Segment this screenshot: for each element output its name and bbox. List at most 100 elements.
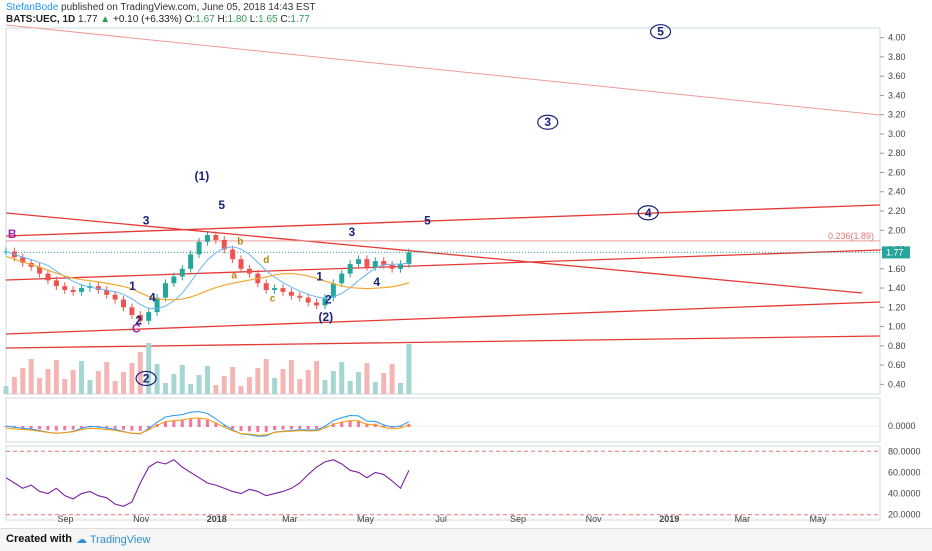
volume-bar (280, 369, 286, 394)
wave-label: 1 (316, 269, 323, 283)
macd-histogram-bar (197, 418, 201, 427)
cloud-icon: ☁ (76, 534, 87, 546)
candle-body (314, 302, 320, 306)
price-tick-label: 2.80 (888, 148, 906, 158)
candle-body (339, 273, 345, 284)
macd-histogram-bar (390, 426, 394, 428)
candle-body (280, 288, 286, 292)
macd-histogram-bar (382, 425, 386, 427)
up-arrow-icon: ▲ (100, 14, 111, 25)
volume-bar (230, 367, 236, 394)
price-tick-label: 2.40 (888, 187, 906, 197)
volume-bar (204, 366, 210, 394)
macd-histogram-bar (222, 425, 226, 427)
volume-bar (70, 370, 76, 394)
wave-label: 3 (143, 213, 150, 227)
macd-histogram-bar (130, 426, 134, 431)
x-tick-label: Mar (282, 514, 298, 524)
circled-wave-label: 2 (143, 371, 150, 385)
close-label: C: (280, 14, 291, 25)
rsi-tick-label: 40.0000 (888, 489, 921, 499)
volume-bar (121, 372, 127, 394)
wave-label: 5 (424, 213, 431, 227)
candle-body (372, 261, 378, 267)
brand-name: TradingView (89, 534, 151, 546)
circled-wave-label: 4 (645, 206, 652, 220)
candle-body (188, 254, 194, 269)
x-tick-label: Nov (133, 514, 150, 524)
wave-circle (649, 24, 672, 40)
macd-histogram-bar (247, 426, 251, 432)
volume-bar (62, 379, 68, 394)
volume-bar (162, 383, 168, 394)
low-label: L: (249, 14, 259, 25)
volume-bar (28, 359, 34, 394)
macd-histogram-bar (306, 426, 310, 430)
volume-bar (305, 370, 311, 394)
publish-info: published on TradingView.com, June 05, 2… (61, 2, 316, 13)
volume-bar (146, 343, 152, 394)
candle-body (272, 288, 278, 290)
candle-body (263, 283, 269, 290)
volume-bar (347, 381, 353, 394)
wave-circle (537, 114, 559, 130)
x-tick-label: 2018 (207, 514, 227, 524)
volume-bar (112, 381, 118, 394)
macd-histogram-bar (298, 426, 302, 429)
candle-body (79, 288, 85, 292)
price-tick-label: 3.60 (888, 71, 906, 81)
macd-histogram-bar (214, 422, 218, 427)
volume-bar (272, 378, 278, 394)
macd-histogram-bar (331, 423, 335, 427)
volume-bar (196, 375, 202, 394)
volume-bar (406, 344, 412, 394)
macd-histogram-bar (315, 426, 319, 429)
open-label: O: (184, 14, 196, 25)
volume-bar (11, 377, 17, 394)
fib-level-label: 0.236(1.89) (828, 231, 874, 241)
candle-body (129, 307, 135, 316)
x-tick-label: Sep (510, 514, 526, 524)
volume-bar (53, 360, 59, 394)
wave-label: d (263, 255, 269, 266)
chart-canvas[interactable]: 4.00 3.80 3.60 3.40 3.20 3.00 2.80 2.60 2.40 2.20… (0, 0, 932, 528)
macd-histogram-bar (122, 426, 126, 430)
candle-body (406, 252, 412, 264)
wave-label: 4 (149, 291, 156, 305)
tradingview-logo[interactable]: ☁ TradingView (76, 533, 150, 546)
volume-bar (255, 368, 261, 394)
volume-bar (288, 360, 294, 394)
candle-body (204, 235, 210, 242)
price-tick-label: 0.40 (888, 379, 906, 389)
macd-histogram-bar (273, 426, 277, 431)
publish-line: StefanBode published on TradingView.com,… (6, 2, 315, 14)
macd-histogram-bar (54, 426, 58, 431)
macd-tick-label: 0.0000 (888, 421, 916, 431)
low-value: 1.65 (258, 14, 278, 25)
rsi-line (5, 459, 410, 507)
candle-body (356, 259, 362, 264)
volume-bar (372, 382, 378, 394)
author-link[interactable]: StefanBode (6, 2, 59, 13)
candle-body (238, 259, 244, 269)
volume-bar (364, 363, 370, 394)
change-value: +0.10 (+6.33%) (112, 14, 182, 25)
candle-body (154, 297, 160, 313)
candle-body (146, 312, 152, 321)
macd-histogram-bar (373, 423, 377, 427)
candle-body (213, 235, 219, 240)
candle-body (70, 289, 76, 292)
macd-signal-line (5, 417, 410, 436)
ohlc-line: BATS:UEC, 1D 1.77 ▲ +0.10 (+6.33%) O:1.6… (6, 14, 315, 26)
candle-body (104, 289, 110, 295)
candle-body (196, 241, 202, 255)
macd-histogram-bar (21, 426, 25, 429)
wave-label: (1) (195, 169, 210, 183)
price-tick-label: 2.00 (888, 225, 906, 235)
candle-body (322, 297, 328, 306)
volume-bar (314, 361, 320, 394)
open-value: 1.67 (195, 14, 215, 25)
macd-histogram-bar (172, 420, 176, 427)
wave-label: C (132, 321, 141, 335)
volume-bar (3, 386, 9, 394)
